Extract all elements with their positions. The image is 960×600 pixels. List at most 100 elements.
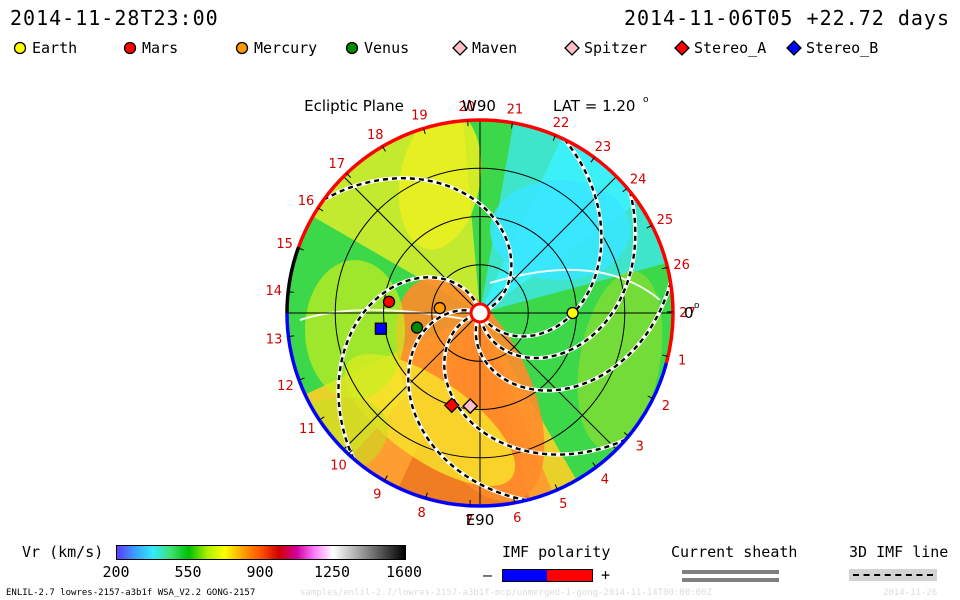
legend-label: Earth xyxy=(32,39,78,57)
object-mercury xyxy=(433,301,446,315)
carrington-tick-label: 5 xyxy=(559,497,567,512)
rim-tick xyxy=(647,395,654,400)
carrington-tick-label: 2 xyxy=(662,399,670,414)
carrington-tick-label: 1 xyxy=(678,354,686,369)
diamond-marker-icon xyxy=(674,40,690,56)
circle-marker-icon xyxy=(123,41,137,55)
circle-marker-icon xyxy=(235,41,249,55)
legend-item-stereo_a: Stereo_A xyxy=(674,38,766,58)
imf-polarity-rim xyxy=(285,312,669,508)
imf-plus: + xyxy=(601,566,611,584)
imf-spiral-line xyxy=(323,176,513,313)
rim-tick xyxy=(622,187,628,193)
carrington-tick-label: 17 xyxy=(328,157,345,172)
carrington-tick-label: 22 xyxy=(553,116,570,131)
rim-tick xyxy=(552,135,556,141)
diamond-marker-icon xyxy=(786,40,802,56)
carrington-tick-label: 11 xyxy=(299,422,316,437)
rim-tick xyxy=(384,475,388,481)
rim-tick xyxy=(298,377,305,381)
offset-unit: days xyxy=(897,6,950,30)
legend-label: Venus xyxy=(364,39,410,57)
velocity-colorbar xyxy=(116,545,406,560)
carrington-tick-label: 25 xyxy=(657,213,674,228)
rim-tick xyxy=(510,122,513,129)
colorbar-tick-label: 1600 xyxy=(385,563,423,581)
current-sheath-line xyxy=(682,570,779,582)
top-label: W90 xyxy=(462,97,496,115)
rim-tick xyxy=(288,291,294,293)
carrington-tick-label: 18 xyxy=(367,128,384,143)
imf-polarity-rim xyxy=(285,246,301,314)
object-earth xyxy=(566,306,579,320)
imf-spiral-line xyxy=(481,138,603,338)
lat-label: LAT = 1.20 xyxy=(553,97,635,115)
colorbar-label: Vr (km/s) xyxy=(22,543,104,561)
bottom-label: E90 xyxy=(466,511,495,529)
carrington-tick-label: 15 xyxy=(276,237,293,252)
colorbar-tick-label: 550 xyxy=(174,563,202,581)
left-date: 2014-11-28T23:00 xyxy=(10,6,219,30)
right-date-line: 2014-11-06T05 +22.72 days xyxy=(624,6,950,30)
object-spitzer xyxy=(462,398,479,415)
carrington-tick-label: 21 xyxy=(507,102,524,117)
rim-tick xyxy=(348,449,353,455)
carrington-tick-label: 26 xyxy=(673,258,690,273)
imf-polarity-rim xyxy=(296,118,675,364)
carrington-tick-label: 6 xyxy=(513,511,521,526)
imf3d-label: 3D IMF line xyxy=(849,543,949,561)
sun-icon xyxy=(469,302,491,324)
legend-item-stereo_b: Stereo_B xyxy=(786,38,878,58)
diamond-marker-icon xyxy=(452,40,468,56)
legend-item-spitzer: Spitzer xyxy=(564,38,647,58)
carrington-tick-label: 7 xyxy=(465,514,473,529)
colorbar-tick-label: 200 xyxy=(102,563,130,581)
legend-item-earth: Earth xyxy=(12,38,77,58)
imf-minus: – xyxy=(483,566,493,584)
rim-tick xyxy=(623,432,629,437)
carrington-tick-label: 9 xyxy=(373,487,381,502)
carrington-tick-label: 20 xyxy=(458,100,475,115)
rim-tick xyxy=(513,497,516,503)
imf-positive-swatch xyxy=(547,569,593,582)
carrington-tick-label: 23 xyxy=(595,140,612,155)
imf-polarity-label: IMF polarity xyxy=(502,543,611,561)
imf-spiral-line xyxy=(479,191,637,360)
rim-tick xyxy=(662,354,669,357)
zero-label: 0 xyxy=(684,304,694,322)
carrington-tick-label: 13 xyxy=(266,332,283,347)
rim-tick xyxy=(661,266,668,270)
rim-tick xyxy=(317,207,324,212)
imf-spiral-line xyxy=(337,276,480,460)
colorbar-tick-label: 1250 xyxy=(313,563,351,581)
carrington-tick-label: 8 xyxy=(418,506,426,521)
rim-tick xyxy=(298,247,304,251)
legend-item-mars: Mars xyxy=(122,38,178,58)
carrington-tick-label: 19 xyxy=(411,109,428,124)
rim-tick xyxy=(288,335,295,338)
legend-label: Stereo_A xyxy=(694,39,767,57)
carrington-tick-label: 4 xyxy=(601,473,609,488)
faded-date: 2014-11-26 xyxy=(883,588,938,598)
rim-tick xyxy=(319,416,325,421)
rim-tick xyxy=(382,146,386,152)
imf-spiral-line xyxy=(443,313,627,456)
carrington-tick-label: 10 xyxy=(330,459,347,474)
carrington-tick-label: 12 xyxy=(277,379,294,394)
current-sheath-label: Current sheath xyxy=(671,543,798,561)
carrington-tick-label: 3 xyxy=(636,439,644,454)
carrington-tick-label: 24 xyxy=(630,173,647,188)
carrington-tick-label: 27 xyxy=(679,306,696,321)
imf-negative-swatch xyxy=(502,569,548,582)
carrington-tick-label: 16 xyxy=(298,194,315,209)
object-stereo-a xyxy=(443,397,460,414)
legend-label: Mars xyxy=(142,39,179,57)
legend-item-venus: Venus xyxy=(344,38,409,58)
offset-value: +22.72 xyxy=(806,6,885,30)
imf-spiral-line xyxy=(407,309,527,502)
model-info: ENLIL-2.7 lowres-2157-a3b1f WSA_V2.2 GON… xyxy=(6,588,256,598)
colorbar-tick-label: 900 xyxy=(246,563,274,581)
rim-tick xyxy=(346,173,352,178)
legend-label: Maven xyxy=(472,39,518,57)
